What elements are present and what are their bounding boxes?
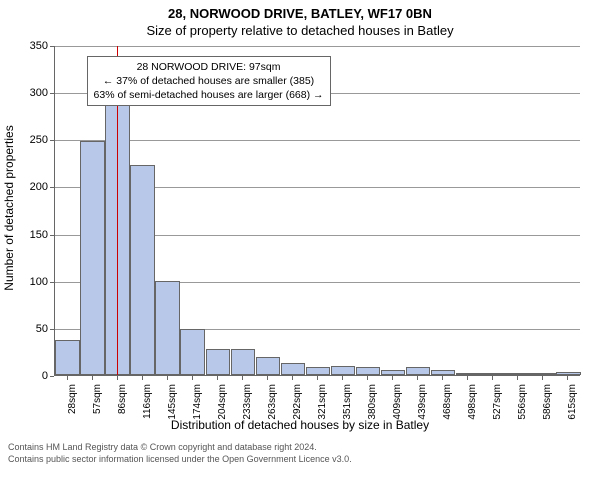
y-tick-label: 200: [8, 181, 48, 193]
x-tick-mark: [542, 376, 543, 380]
bar: [506, 373, 531, 375]
y-tick-mark: [50, 376, 54, 377]
y-tick-mark: [50, 329, 54, 330]
x-tick-mark: [392, 376, 393, 380]
x-tick-mark: [567, 376, 568, 380]
y-axis-label: Number of detached properties: [2, 125, 16, 290]
x-tick-mark: [442, 376, 443, 380]
x-tick-mark: [67, 376, 68, 380]
footer-line-2: Contains public sector information licen…: [8, 454, 592, 466]
y-tick-mark: [50, 282, 54, 283]
x-tick-mark: [92, 376, 93, 380]
bar: [281, 363, 306, 375]
footer: Contains HM Land Registry data © Crown c…: [0, 438, 600, 465]
bar: [155, 281, 180, 375]
y-tick-label: 0: [8, 370, 48, 382]
x-tick-mark: [492, 376, 493, 380]
x-tick-mark: [342, 376, 343, 380]
grid-line: [55, 46, 580, 47]
y-tick-mark: [50, 235, 54, 236]
chart-container: Number of detached properties 28 NORWOOD…: [0, 38, 600, 438]
y-tick-mark: [50, 140, 54, 141]
x-tick-mark: [517, 376, 518, 380]
annotation-line: 28 NORWOOD DRIVE: 97sqm: [94, 60, 324, 74]
y-tick-label: 50: [8, 323, 48, 335]
x-tick-mark: [367, 376, 368, 380]
y-tick-mark: [50, 187, 54, 188]
bar: [80, 141, 105, 375]
x-tick-mark: [267, 376, 268, 380]
y-tick-label: 250: [8, 134, 48, 146]
x-tick-mark: [167, 376, 168, 380]
bar: [531, 373, 556, 375]
y-tick-label: 150: [8, 229, 48, 241]
x-tick-mark: [317, 376, 318, 380]
bar: [256, 357, 281, 375]
y-tick-label: 300: [8, 87, 48, 99]
bar: [431, 370, 456, 375]
x-tick-mark: [417, 376, 418, 380]
x-tick-mark: [467, 376, 468, 380]
x-tick-mark: [142, 376, 143, 380]
footer-line-1: Contains HM Land Registry data © Crown c…: [8, 442, 592, 454]
page-subtitle: Size of property relative to detached ho…: [0, 21, 600, 38]
x-tick-mark: [217, 376, 218, 380]
x-tick-mark: [242, 376, 243, 380]
bar: [406, 367, 431, 375]
bar: [481, 373, 506, 375]
bar: [231, 349, 256, 375]
bar: [130, 165, 155, 375]
bar: [105, 85, 130, 375]
y-tick-mark: [50, 93, 54, 94]
bar: [180, 329, 205, 375]
x-tick-mark: [117, 376, 118, 380]
bar: [331, 366, 356, 375]
page-title: 28, NORWOOD DRIVE, BATLEY, WF17 0BN: [0, 0, 600, 21]
grid-line: [55, 140, 580, 141]
y-tick-label: 350: [8, 40, 48, 52]
bar: [456, 373, 481, 375]
annotation-line: ← 37% of detached houses are smaller (38…: [94, 74, 324, 88]
x-tick-mark: [292, 376, 293, 380]
y-tick-label: 100: [8, 276, 48, 288]
bar: [55, 340, 80, 375]
bar: [356, 367, 381, 375]
y-tick-mark: [50, 46, 54, 47]
bar: [556, 372, 581, 375]
bar: [381, 370, 406, 375]
annotation-box: 28 NORWOOD DRIVE: 97sqm← 37% of detached…: [87, 56, 331, 107]
plot-area: 28 NORWOOD DRIVE: 97sqm← 37% of detached…: [54, 46, 580, 376]
x-tick-mark: [192, 376, 193, 380]
annotation-line: 63% of semi-detached houses are larger (…: [94, 88, 324, 102]
x-axis-label: Distribution of detached houses by size …: [0, 418, 600, 432]
bar: [306, 367, 331, 375]
bar: [206, 349, 231, 375]
